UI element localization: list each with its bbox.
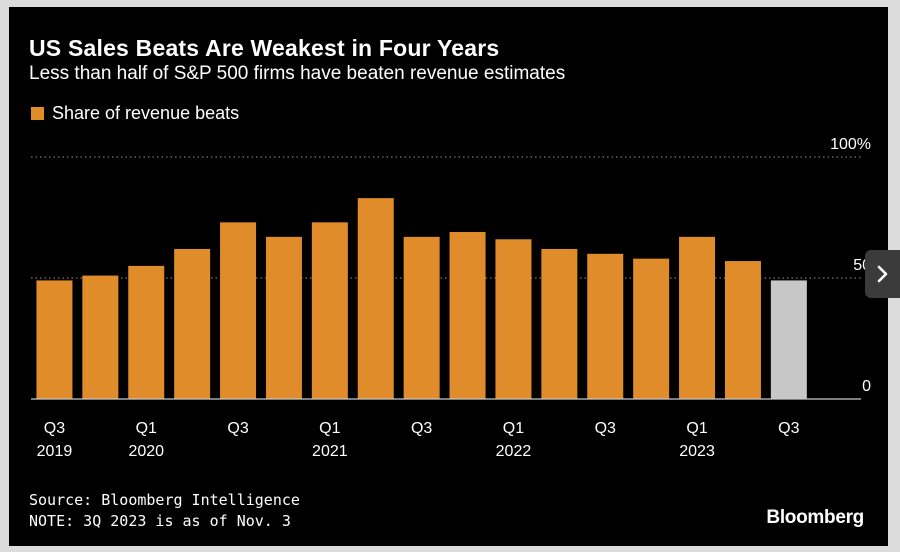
source-note: Source: Bloomberg Intelligence [29,491,300,509]
legend-label: Share of revenue beats [52,103,240,123]
x-tick-label: Q1 [686,420,707,437]
bar [36,280,73,399]
x-tick-label: Q1 [136,420,157,437]
y-tick-label: 100% [830,136,871,153]
bar [220,222,257,399]
x-tick-label: Q3 [44,420,65,437]
x-tick-label: Q3 [595,420,616,437]
chevron-right-icon [877,265,887,283]
x-tick-year-label: 2019 [37,443,73,460]
legend: Share of revenue beats [31,103,239,124]
bar [770,280,807,399]
bar [403,236,440,399]
x-tick-label: Q1 [319,420,340,437]
bar [265,236,302,399]
x-tick-year-label: 2023 [679,443,715,460]
bar [495,239,532,399]
bar [724,261,761,399]
bar [541,248,578,399]
bar [587,253,624,399]
bloomberg-logo: Bloomberg [766,507,864,528]
y-tick-label: 0 [862,378,871,395]
bar [679,236,716,399]
chart-title: US Sales Beats Are Weakest in Four Years [29,35,500,61]
bar [633,258,670,399]
footnote: NOTE: 3Q 2023 is as of Nov. 3 [29,512,291,530]
x-tick-label: Q1 [503,420,524,437]
x-tick-year-label: 2022 [496,443,532,460]
bar [311,222,348,399]
next-button[interactable] [865,250,900,298]
x-tick-year-label: 2020 [128,443,164,460]
x-tick-label: Q3 [411,420,432,437]
bar [82,275,119,399]
bar [174,248,211,399]
legend-swatch [31,107,44,120]
bar [449,232,486,399]
bar [128,265,165,399]
chart-panel: US Sales Beats Are Weakest in Four Years… [9,7,888,546]
x-tick-label: Q3 [227,420,248,437]
chart-subtitle: Less than half of S&P 500 firms have bea… [29,63,566,84]
bar [357,198,394,399]
x-tick-label: Q3 [778,420,799,437]
x-tick-year-label: 2021 [312,443,348,460]
